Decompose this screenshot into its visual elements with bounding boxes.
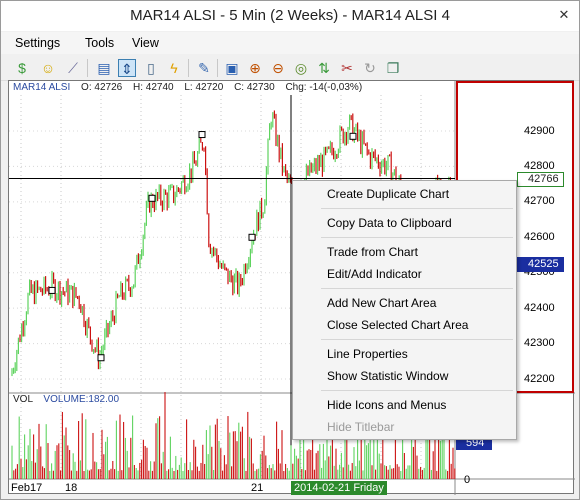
menu-separator (321, 288, 513, 289)
menu-show-statistic-window[interactable]: Show Statistic Window (327, 369, 449, 383)
zoom-out-icon[interactable]: ⊖ (272, 60, 284, 76)
ohlc-open: O: 42726 (81, 82, 123, 93)
smiley-icon[interactable]: ☺ (40, 60, 56, 76)
trade-marker (97, 354, 105, 362)
ohlc-low: L: 42720 (184, 82, 224, 93)
trade-marker (349, 132, 357, 140)
x-label: 21 (251, 482, 264, 494)
refresh-icon[interactable]: ↻ (364, 60, 376, 76)
bar-chart-icon[interactable]: ▤ (97, 60, 111, 76)
y-tick: 42300 (524, 337, 555, 349)
menu-hide-icons-and-menus[interactable]: Hide Icons and Menus (327, 398, 447, 412)
menu-hide-titlebar: Hide Titlebar (327, 420, 395, 434)
crosshair-icon[interactable]: ⇕ (118, 59, 136, 77)
y-tick: 42700 (524, 195, 555, 207)
y-tick: 42800 (524, 160, 555, 172)
ohlc-change: Chg: -14(-0,03%) (285, 82, 363, 93)
trade-marker (248, 233, 256, 241)
menubar: Settings Tools View (1, 32, 579, 54)
context-menu: Create Duplicate Chart Copy Data to Clip… (292, 180, 517, 440)
x-label: 18 (65, 482, 78, 494)
menu-create-duplicate-chart[interactable]: Create Duplicate Chart (327, 187, 450, 201)
menu-line-properties[interactable]: Line Properties (327, 347, 408, 361)
menu-tools[interactable]: Tools (85, 36, 115, 50)
chart-line-icon[interactable]: ⟋ (68, 60, 78, 76)
ohlc-high: H: 42740 (132, 82, 174, 93)
window-icon[interactable]: ▣ (225, 60, 239, 76)
cursor-price-tag: 42525 (517, 257, 564, 272)
menu-separator (321, 339, 513, 340)
toolbar-separator (188, 59, 189, 77)
window-title: MAR14 ALSI - 5 Min (2 Weeks) - MAR14 ALS… (130, 7, 450, 24)
y-tick: 42400 (524, 302, 555, 314)
volume-label: VOL (13, 394, 33, 405)
y-tick: 42600 (524, 231, 555, 243)
cursor-date-label: 2014-02-21 Friday (291, 481, 387, 495)
toolbar-separator (87, 59, 88, 77)
menu-separator (321, 390, 513, 391)
y-tick: 42900 (524, 125, 555, 137)
ohlc-readout: MAR14 ALSI O: 42726 H: 42740 L: 42720 C:… (13, 82, 362, 93)
toolbar-separator (217, 59, 218, 77)
layers-icon[interactable]: ❐ (386, 60, 400, 76)
lightning-icon[interactable]: ϟ (170, 60, 178, 76)
menu-separator (321, 208, 513, 209)
menu-separator (321, 237, 513, 238)
menu-close-selected-chart-area[interactable]: Close Selected Chart Area (327, 318, 469, 332)
y-tick: 42200 (524, 373, 555, 385)
scissors-icon[interactable]: ✂ (341, 60, 353, 76)
trade-marker (198, 131, 206, 139)
menu-trade-from-chart[interactable]: Trade from Chart (327, 245, 418, 259)
volume-value: VOLUME:182.00 (43, 394, 120, 405)
toolbar: $ ☺ ⟋ ▤ ⇕ ▯ ϟ ✎ ▣ ⊕ ⊖ ◎ ⇅ ✂ ↻ ❐ (1, 55, 579, 81)
edit-icon[interactable]: ✎ (198, 60, 210, 76)
menu-copy-data[interactable]: Copy Data to Clipboard (327, 216, 452, 230)
trade-marker (148, 194, 156, 202)
zoom-in-icon[interactable]: ⊕ (249, 60, 261, 76)
menu-add-new-chart-area[interactable]: Add New Chart Area (327, 296, 437, 310)
menu-settings[interactable]: Settings (15, 36, 61, 50)
x-label: Feb17 (11, 482, 43, 494)
zoom-reset-icon[interactable]: ◎ (294, 60, 308, 76)
volume-zero-tick: 0 (464, 474, 471, 486)
titlebar[interactable]: MAR14 ALSI - 5 Min (2 Weeks) - MAR14 ALS… (1, 1, 579, 31)
menu-view[interactable]: View (132, 36, 159, 50)
current-price-tag: 42766 (517, 172, 564, 187)
volume-readout: VOL VOLUME:182.00 (13, 394, 119, 405)
ohlc-close: C: 42730 (234, 82, 275, 93)
book-icon[interactable]: ▯ (147, 60, 155, 76)
trade-marker (48, 286, 56, 294)
ohlc-symbol: MAR14 ALSI (13, 82, 71, 93)
up-down-arrows-icon[interactable]: ⇅ (318, 60, 330, 76)
menu-edit-add-indicator[interactable]: Edit/Add Indicator (327, 267, 422, 281)
close-button[interactable]: ✕ (558, 7, 570, 22)
money-icon[interactable]: $ (18, 60, 26, 76)
